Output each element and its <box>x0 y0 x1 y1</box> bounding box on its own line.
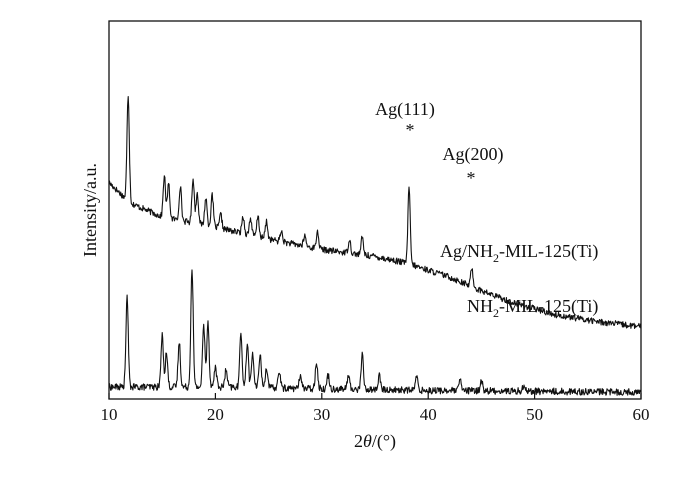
x-axis-ticks: 10 20 30 40 50 60 <box>101 393 650 424</box>
series-label-nh2-mil-125: NH2-MIL-125(Ti) <box>467 296 598 320</box>
x-axis-title-prefix: 2 <box>354 431 363 451</box>
series-line-0 <box>108 96 642 330</box>
x-axis-title-symbol: θ <box>363 431 372 451</box>
x-tick-label: 50 <box>526 405 543 424</box>
plot-frame <box>108 20 642 400</box>
x-axis-title: 2θ/(°) <box>354 431 396 452</box>
series-label-ag-nh2-mil-125: Ag/NH2-MIL-125(Ti) <box>440 241 598 265</box>
y-axis-title: Intensity/a.u. <box>80 163 100 257</box>
annotation-ag200-label: Ag(200) <box>443 144 504 165</box>
series-layer <box>108 96 642 396</box>
x-axis-title-suffix: /(°) <box>372 431 396 452</box>
x-tick-label: 20 <box>207 405 224 424</box>
series-line-1 <box>108 269 642 396</box>
x-tick-label: 60 <box>633 405 650 424</box>
x-tick-label: 10 <box>101 405 118 424</box>
annotation-ag200-marker: * <box>467 168 476 188</box>
x-tick-label: 30 <box>313 405 330 424</box>
x-tick-label: 40 <box>420 405 437 424</box>
annotation-ag111-label: Ag(111) <box>375 99 435 120</box>
annotation-ag111-marker: * <box>406 120 415 140</box>
